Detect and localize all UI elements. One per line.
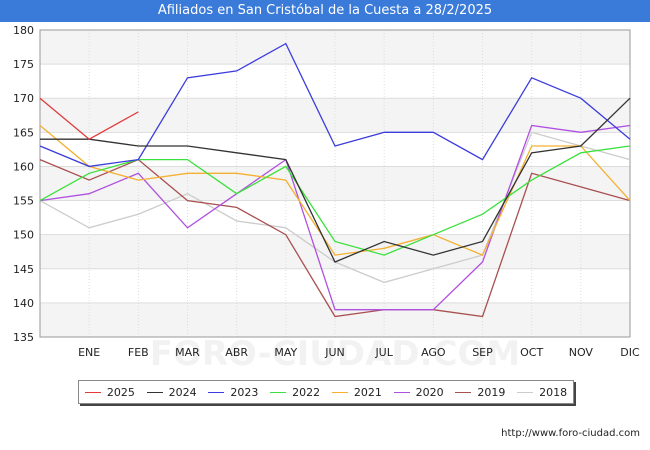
source-url: http://www.foro-ciudad.com bbox=[501, 428, 640, 439]
legend-swatch bbox=[517, 391, 534, 393]
y-tick-label: 180 bbox=[13, 24, 34, 37]
legend-label: 2019 bbox=[477, 385, 506, 399]
y-tick-label: 155 bbox=[13, 195, 34, 208]
legend-item-2019: 2019 bbox=[455, 386, 505, 399]
x-tick-label: MAY bbox=[274, 346, 297, 359]
y-tick-label: 150 bbox=[13, 229, 34, 242]
series-line-2021 bbox=[39, 125, 631, 256]
x-tick-label: DIC bbox=[620, 346, 640, 359]
series-line-2024 bbox=[40, 97, 631, 263]
x-tick-label: ABR bbox=[225, 346, 248, 359]
x-tick-label: OCT bbox=[520, 346, 543, 359]
legend-label: 2024 bbox=[168, 385, 197, 399]
legend-swatch bbox=[393, 391, 410, 393]
legend-label: 2023 bbox=[230, 385, 259, 399]
legend-swatch bbox=[146, 391, 163, 393]
y-tick-label: 175 bbox=[13, 58, 34, 71]
plot-band bbox=[40, 30, 630, 65]
series-line-2020 bbox=[39, 124, 631, 311]
watermark: FORO-CIUDAD.COM bbox=[150, 334, 521, 374]
y-tick-label: 145 bbox=[13, 263, 34, 276]
legend-item-2018: 2018 bbox=[517, 386, 567, 399]
chart-legend: 2025 2024 2023 2022 2021 2020 2019 2018 bbox=[78, 380, 574, 404]
x-tick-label: NOV bbox=[569, 346, 594, 359]
chart-title: Afiliados en San Cristóbal de la Cuesta … bbox=[0, 0, 650, 22]
x-tick-label: SEP bbox=[472, 346, 493, 359]
legend-label: 2022 bbox=[292, 385, 321, 399]
series-line-2025 bbox=[39, 97, 139, 140]
x-tick-label: JUL bbox=[374, 346, 393, 359]
legend-swatch bbox=[208, 391, 225, 393]
x-tick-label: FEB bbox=[128, 346, 149, 359]
legend-label: 2018 bbox=[539, 385, 568, 399]
legend-item-2020: 2020 bbox=[393, 385, 444, 399]
legend-label: 2025 bbox=[106, 385, 135, 399]
legend-swatch bbox=[455, 391, 472, 393]
y-tick-label: 170 bbox=[13, 92, 34, 105]
x-tick-label: MAR bbox=[175, 346, 200, 359]
y-tick-label: 135 bbox=[13, 331, 34, 344]
legend-item-2023: 2023 bbox=[208, 386, 258, 399]
legend-swatch bbox=[270, 391, 287, 393]
legend-item-2025: 2025 bbox=[84, 385, 135, 399]
legend-swatch bbox=[331, 391, 348, 393]
x-tick-label: AGO bbox=[421, 346, 446, 359]
plot-frame bbox=[39, 29, 631, 338]
legend-label: 2021 bbox=[353, 385, 382, 399]
y-tick-label: 140 bbox=[13, 297, 34, 310]
legend-item-2024: 2024 bbox=[146, 385, 197, 399]
y-tick-label: 165 bbox=[13, 126, 34, 139]
plot-band bbox=[40, 234, 630, 269]
x-tick-label: ENE bbox=[78, 346, 100, 359]
legend-label: 2020 bbox=[415, 385, 444, 399]
y-tick-label: 160 bbox=[13, 160, 34, 173]
legend-item-2021: 2021 bbox=[331, 385, 382, 399]
series-line-2023 bbox=[39, 42, 631, 168]
legend-swatch bbox=[84, 391, 101, 393]
x-tick-label: JUN bbox=[324, 346, 345, 359]
legend-item-2022: 2022 bbox=[270, 386, 320, 399]
